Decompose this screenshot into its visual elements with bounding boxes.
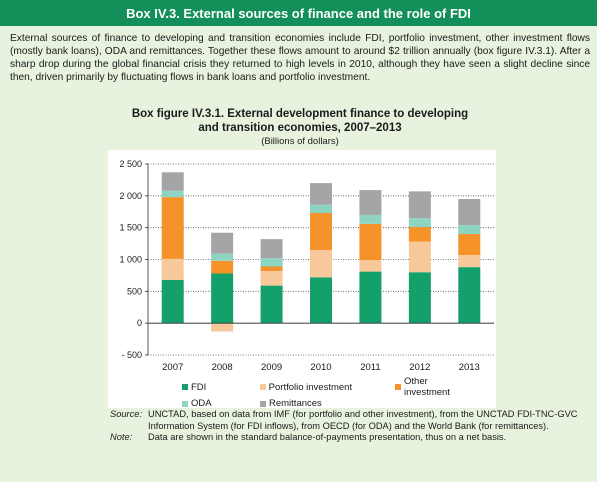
note-text: Data are shown in the standard balance-o… (148, 432, 507, 442)
bar-segment-other-investment-2011 (359, 223, 382, 261)
y-tick-label: - 500 (121, 350, 142, 360)
bar-segment-remittances-2012 (408, 191, 431, 219)
bar-segment-remittances-2009 (260, 239, 283, 259)
bar-segment-oda-2010 (310, 204, 332, 214)
y-tick-label: 1 000 (119, 255, 142, 265)
bar-segment-oda-2011 (359, 214, 382, 224)
bars (161, 172, 481, 332)
bar-segment-portfolio-investment-2010 (310, 249, 332, 278)
bar-segment-remittances-2007 (161, 172, 184, 191)
figure-title: Box figure IV.3.1. External development … (60, 107, 540, 135)
bar-segment-oda-2009 (260, 258, 283, 267)
intro-paragraph: External sources of finance to developin… (10, 33, 590, 83)
bar-segment-other-investment-2007 (161, 197, 184, 259)
bar-segment-portfolio-investment-2008 (211, 323, 234, 332)
y-tick-label: 2 500 (119, 159, 142, 169)
y-tick-label: 1 500 (119, 223, 142, 233)
legend-item-portfolio: Portfolio investment (259, 376, 389, 398)
x-tick-label-2012: 2012 (409, 362, 430, 373)
bar-segment-remittances-2013 (458, 199, 481, 226)
legend-label-oda: ODA (191, 398, 212, 409)
x-tick-label-2013: 2013 (459, 362, 480, 373)
bar-segment-oda-2007 (161, 190, 184, 198)
bar-segment-oda-2013 (458, 225, 481, 235)
bar-segment-remittances-2008 (211, 232, 234, 254)
bar-segment-fdi-2008 (211, 273, 234, 324)
source-text: UNCTAD, based on data from IMF (for port… (148, 409, 578, 431)
bar-segment-fdi-2012 (408, 272, 431, 324)
figure-title-line-2: and transition economies, 2007–2013 (198, 122, 402, 134)
legend-swatch-other (395, 384, 402, 390)
legend-item-other: Other investment (395, 376, 476, 398)
legend-item-fdi: FDI (182, 376, 254, 398)
bar-segment-portfolio-investment-2013 (458, 255, 481, 268)
x-tick-label-2009: 2009 (261, 362, 282, 373)
legend-swatch-remittances (260, 400, 266, 407)
bar-segment-remittances-2010 (310, 183, 332, 205)
y-tick-label: 2 000 (119, 191, 142, 201)
axes: 2 500 2 000 1 500 1 000 500 0 - 500 2007 2008 200… (119, 159, 494, 373)
bar-segment-fdi-2013 (458, 267, 481, 324)
legend-item-remittances: Remittances (260, 398, 322, 409)
bar-segment-other-investment-2012 (408, 227, 431, 242)
bar-segment-remittances-2011 (359, 190, 382, 215)
bar-segment-fdi-2010 (310, 277, 332, 324)
legend-swatch-oda (182, 400, 188, 407)
bar-segment-portfolio-investment-2012 (408, 241, 431, 273)
bar-segment-fdi-2011 (359, 271, 382, 324)
y-tick-label: 0 (137, 318, 142, 328)
bar-segment-fdi-2009 (260, 285, 283, 324)
x-tick-label-2008: 2008 (212, 362, 233, 373)
data-note: Note: Data are shown in the standard bal… (110, 432, 588, 444)
bar-segment-oda-2008 (211, 253, 234, 261)
source-note: Source: UNCTAD, based on data from IMF (… (110, 409, 588, 432)
bar-segment-portfolio-investment-2011 (359, 260, 382, 272)
source-label: Source: (110, 409, 143, 419)
bar-segment-other-investment-2009 (260, 266, 283, 271)
figure-notes: Source: UNCTAD, based on data from IMF (… (110, 409, 588, 444)
x-tick-label-2007: 2007 (162, 362, 183, 373)
bar-segment-other-investment-2013 (458, 234, 481, 256)
note-label: Note: (110, 432, 133, 442)
x-tick-label-2010: 2010 (310, 362, 331, 373)
bar-segment-fdi-2007 (161, 279, 184, 324)
x-tick-label-2011: 2011 (360, 362, 380, 373)
chart-legend: FDI Portfolio investment Other investmen… (182, 376, 482, 409)
figure-title-line-1: Box figure IV.3.1. External development … (131, 108, 469, 120)
legend-item-oda: ODA (182, 398, 254, 409)
bar-segment-portfolio-investment-2007 (161, 258, 184, 280)
legend-label-portfolio: Portfolio investment (268, 381, 353, 393)
bar-segment-portfolio-investment-2009 (260, 270, 283, 286)
bar-segment-oda-2012 (408, 218, 431, 228)
figure-subtitle: (Billions of dollars) (261, 136, 339, 147)
legend-label-other: Other investment (404, 376, 450, 398)
y-tick-label: 500 (127, 286, 142, 296)
legend-label-fdi: FDI (191, 381, 207, 393)
legend-swatch-fdi (182, 384, 188, 390)
bar-segment-other-investment-2008 (211, 260, 234, 274)
legend-swatch-portfolio (259, 384, 266, 390)
legend-label-remittances: Remittances (269, 398, 322, 409)
box-title: Box IV.3. External sources of finance an… (0, 0, 597, 26)
bar-segment-other-investment-2010 (310, 213, 332, 250)
